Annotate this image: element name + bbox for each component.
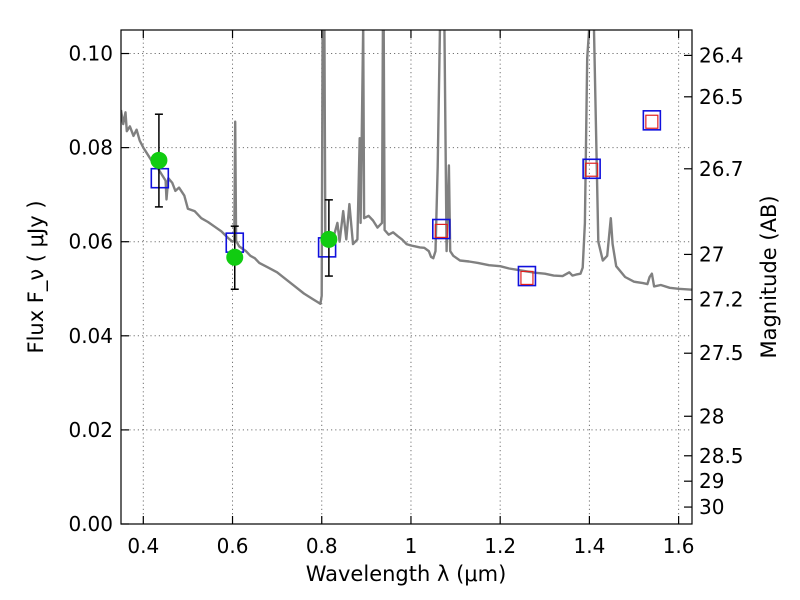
observed-flux-square bbox=[520, 270, 534, 286]
model-flux-square bbox=[582, 158, 601, 180]
observed-flux-point bbox=[150, 151, 168, 169]
y-tick-label: 0.10 bbox=[68, 42, 113, 66]
y2-tick-label: 27.2 bbox=[699, 288, 744, 312]
y2-tick-label: 26.7 bbox=[699, 157, 744, 181]
y-tick-label: 0.08 bbox=[68, 136, 113, 160]
grid-layer bbox=[121, 30, 692, 525]
observed-flux-square bbox=[645, 114, 659, 129]
y-tick-label: 0.06 bbox=[68, 230, 113, 254]
x-tick-label: 1 bbox=[405, 534, 418, 558]
observed-flux-square bbox=[434, 223, 448, 238]
y-tick-label: 0.02 bbox=[68, 418, 113, 442]
plot-frame bbox=[120, 29, 693, 525]
x-tick-label: 1.4 bbox=[573, 534, 605, 558]
model-flux-square bbox=[517, 265, 537, 287]
y-axis-label: Flux F_ν ( μJy ) bbox=[24, 200, 49, 353]
spectrum-line bbox=[121, 30, 692, 305]
observed-flux-point bbox=[226, 248, 244, 266]
y2-tick-label: 28.5 bbox=[699, 444, 744, 468]
model-flux-square bbox=[642, 110, 662, 131]
y2-tick-label: 27 bbox=[699, 242, 724, 266]
x-tick-label: 0.6 bbox=[217, 534, 249, 558]
x-tick-label: 0.4 bbox=[127, 534, 159, 558]
plot-layer bbox=[121, 30, 692, 305]
model-flux-square bbox=[431, 218, 451, 240]
ticks-layer: 0.4 0.6 0.8 1 1.2 1.4 1.6 0.00 0.02 0.04 0.06 0.08 0… bbox=[68, 30, 744, 558]
observed-flux-square bbox=[585, 162, 599, 177]
observed-flux-point bbox=[320, 230, 338, 248]
plot-content bbox=[121, 30, 692, 305]
y2-tick-label: 28 bbox=[699, 404, 724, 428]
y2-tick-label: 30 bbox=[699, 495, 724, 519]
y2-tick-label: 29 bbox=[699, 469, 724, 493]
x-tick-label: 1.2 bbox=[484, 534, 516, 558]
y2-axis-label: Magnitude (AB) bbox=[757, 195, 781, 358]
y2-tick-label: 26.5 bbox=[699, 85, 744, 109]
y2-tick-label: 26.4 bbox=[699, 43, 744, 67]
x-tick-label: 1.6 bbox=[663, 534, 695, 558]
y-tick-label: 0.04 bbox=[68, 324, 113, 348]
y-tick-label: 0.00 bbox=[68, 512, 113, 536]
x-axis-label: Wavelength λ (μm) bbox=[306, 562, 507, 586]
y2-tick-label: 27.5 bbox=[699, 341, 744, 365]
x-tick-label: 0.8 bbox=[306, 534, 338, 558]
